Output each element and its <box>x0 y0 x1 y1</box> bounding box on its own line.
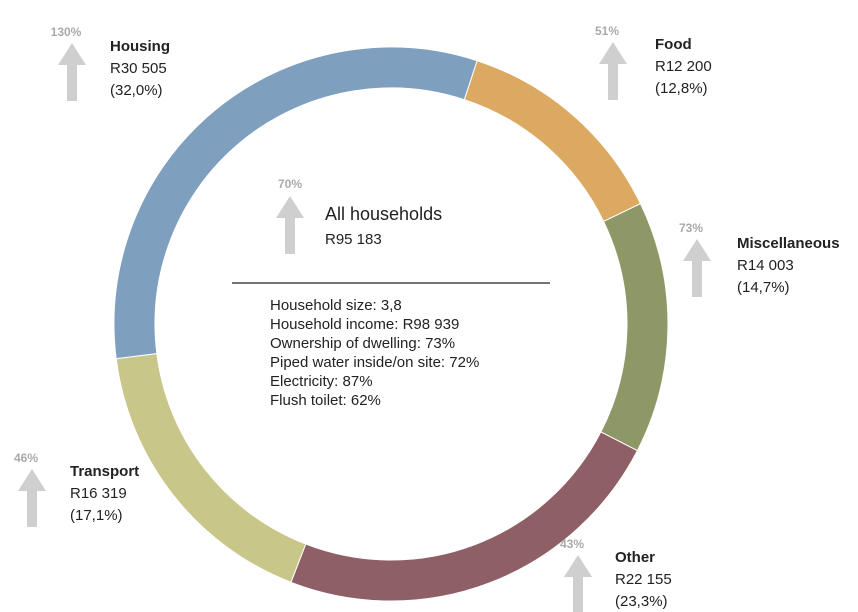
growth-arrow <box>58 43 86 101</box>
share-label: (32,0%) <box>110 82 163 99</box>
share-label: (23,3%) <box>615 593 668 610</box>
detail-line: Household size: 3,8 <box>270 297 402 314</box>
detail-line: Piped water inside/on site: 72% <box>270 354 479 371</box>
share-label: (14,7%) <box>737 279 790 296</box>
center-title: All households <box>325 204 442 224</box>
growth-arrow <box>683 239 711 297</box>
growth-label: 130% <box>51 25 82 39</box>
category-label: Transport <box>70 463 139 480</box>
growth-arrow <box>18 469 46 527</box>
share-label: (17,1%) <box>70 507 123 524</box>
category-label: Housing <box>110 38 170 55</box>
growth-label: 73% <box>679 221 703 235</box>
center-amount: R95 183 <box>325 231 382 248</box>
donut-segment <box>115 353 307 583</box>
amount-label: R30 505 <box>110 60 167 77</box>
detail-line: Electricity: 87% <box>270 373 373 390</box>
amount-label: R14 003 <box>737 257 794 274</box>
growth-label: 43% <box>560 537 584 551</box>
growth-label: 51% <box>595 24 619 38</box>
growth-label: 46% <box>14 451 38 465</box>
category-label: Food <box>655 36 692 53</box>
growth-arrow <box>564 555 592 612</box>
category-label: Other <box>615 549 655 566</box>
share-label: (12,8%) <box>655 80 708 97</box>
amount-label: R12 200 <box>655 58 712 75</box>
amount-label: R16 319 <box>70 485 127 502</box>
category-label: Miscellaneous <box>737 235 840 252</box>
growth-arrow <box>599 42 627 100</box>
detail-line: Household income: R98 939 <box>270 316 459 333</box>
donut-segment <box>600 202 669 452</box>
growth-label: 70% <box>278 177 302 191</box>
amount-label: R22 155 <box>615 571 672 588</box>
detail-line: Ownership of dwelling: 73% <box>270 335 455 352</box>
growth-arrow <box>276 196 304 254</box>
detail-line: Flush toilet: 62% <box>270 392 381 409</box>
